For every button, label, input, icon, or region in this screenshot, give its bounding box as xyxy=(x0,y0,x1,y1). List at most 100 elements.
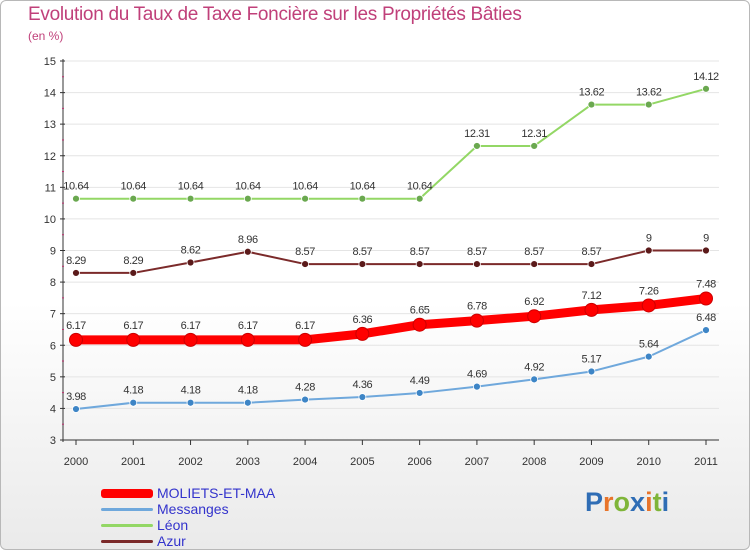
data-point xyxy=(243,194,252,203)
x-tick-label: 2003 xyxy=(236,456,260,468)
data-point xyxy=(358,194,367,203)
logo-letter: x xyxy=(630,487,646,517)
data-point xyxy=(129,194,138,203)
y-tick-label: 6 xyxy=(50,340,56,352)
data-point xyxy=(358,393,367,401)
data-label: 8.57 xyxy=(295,246,315,258)
data-point xyxy=(243,247,252,256)
data-label: 14.12 xyxy=(693,71,719,83)
data-label: 4.28 xyxy=(295,382,315,394)
x-tick-label: 2007 xyxy=(465,456,489,468)
data-point xyxy=(298,332,313,347)
data-point xyxy=(301,260,309,268)
y-tick-label: 15 xyxy=(44,56,56,68)
data-point xyxy=(412,317,427,332)
legend-label: Léon xyxy=(157,517,189,533)
data-point xyxy=(358,260,367,268)
data-label: 12.31 xyxy=(521,128,547,140)
y-tick-label: 11 xyxy=(45,182,56,194)
data-point xyxy=(355,326,370,341)
y-tick-label: 13 xyxy=(44,119,56,131)
x-tick-label: 2002 xyxy=(178,456,202,468)
data-point xyxy=(129,398,138,407)
data-point xyxy=(699,291,713,306)
data-label: 8.57 xyxy=(352,246,372,258)
data-label: 8.57 xyxy=(582,246,602,258)
data-label: 4.92 xyxy=(524,361,544,373)
data-point xyxy=(473,142,481,150)
data-label: 8.62 xyxy=(181,245,201,257)
chart-subtitle: (en %) xyxy=(28,29,64,43)
series-line-Léon xyxy=(75,87,707,200)
data-point xyxy=(240,332,255,347)
logo-letter: i xyxy=(645,487,653,517)
data-point xyxy=(183,332,198,347)
data-label: 6.17 xyxy=(238,320,258,332)
data-label: 9 xyxy=(646,233,652,245)
data-point xyxy=(530,260,539,268)
x-tick-label: 2009 xyxy=(579,456,603,468)
data-point xyxy=(702,246,710,255)
data-point xyxy=(69,332,83,347)
y-tick-label: 4 xyxy=(50,403,56,415)
data-point xyxy=(469,313,484,328)
data-point xyxy=(72,405,80,413)
y-tick-label: 8 xyxy=(50,277,56,289)
data-label: 4.18 xyxy=(181,385,201,397)
data-label: 6.65 xyxy=(410,305,430,317)
y-tick-label: 3 xyxy=(50,435,56,447)
data-point xyxy=(587,367,596,376)
data-point xyxy=(186,258,195,267)
y-tick-label: 5 xyxy=(50,372,56,384)
logo-letter: i xyxy=(661,487,670,517)
data-label: 10.64 xyxy=(292,181,318,193)
data-label: 6.17 xyxy=(66,320,86,332)
data-point xyxy=(186,194,195,203)
data-label: 10.64 xyxy=(235,181,261,193)
data-point xyxy=(186,398,195,407)
data-label: 8.57 xyxy=(410,246,430,258)
data-point xyxy=(301,395,309,404)
x-tick-label: 2010 xyxy=(636,456,660,468)
data-label: 6.92 xyxy=(524,296,544,308)
data-label: 8.29 xyxy=(66,255,86,267)
data-label: 13.62 xyxy=(579,87,605,99)
data-point xyxy=(584,302,599,317)
legend-swatch xyxy=(101,508,153,511)
data-label: 6.17 xyxy=(295,320,315,332)
y-tick-label: 14 xyxy=(44,88,56,100)
legend-swatch xyxy=(101,524,153,527)
data-point xyxy=(644,352,653,361)
data-label: 10.64 xyxy=(407,181,433,193)
data-point xyxy=(243,398,252,407)
logo-letter: P xyxy=(585,487,604,517)
series-line-MOLIETS-ET-MAA xyxy=(71,294,711,345)
data-point xyxy=(126,332,141,347)
data-label: 8.96 xyxy=(238,234,258,246)
x-tick-label: 2004 xyxy=(293,456,317,468)
data-label: 10.64 xyxy=(63,181,89,193)
data-point xyxy=(415,260,424,268)
legend-label: Messanges xyxy=(157,501,229,517)
data-point xyxy=(587,100,596,109)
data-label: 4.18 xyxy=(238,385,258,397)
data-point xyxy=(473,382,481,391)
logo-letter: r xyxy=(603,487,614,517)
y-tick-label: 9 xyxy=(50,246,56,258)
data-point xyxy=(415,194,424,203)
data-point xyxy=(702,326,710,334)
data-label: 8.57 xyxy=(467,246,487,258)
data-label: 7.48 xyxy=(696,279,716,291)
data-label: 4.49 xyxy=(410,375,430,387)
data-label: 12.31 xyxy=(464,128,490,140)
legend-label: MOLIETS-ET-MAA xyxy=(157,485,276,501)
data-label: 10.64 xyxy=(178,181,204,193)
data-label: 7.12 xyxy=(582,290,602,302)
legend-swatch xyxy=(101,489,153,498)
data-point xyxy=(527,309,542,324)
data-label: 6.36 xyxy=(352,314,372,326)
data-point xyxy=(415,389,424,397)
data-point xyxy=(702,84,710,93)
legend-label: Azur xyxy=(157,533,186,549)
